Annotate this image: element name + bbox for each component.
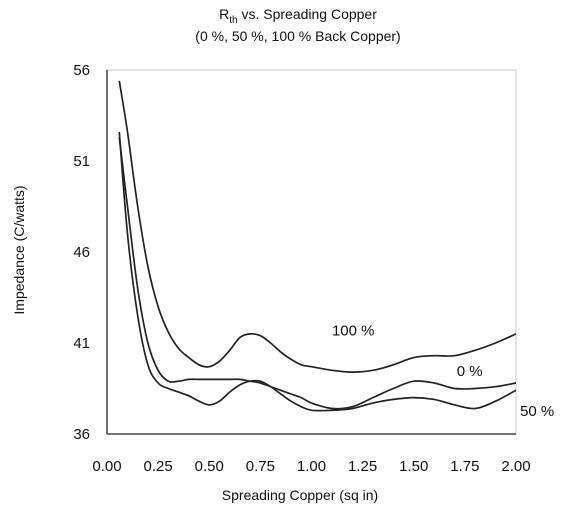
y-tick-label: 36 <box>73 426 90 443</box>
y-axis-label: Impedance (C/watts) <box>11 185 27 314</box>
series-line-50-pct <box>118 131 517 412</box>
y-tick-labels: 36 41 46 51 56 <box>73 62 90 443</box>
x-tick-label: 1.50 <box>399 458 428 475</box>
x-tick-labels: 0.00 0.25 0.50 0.75 1.00 1.25 1.50 1.75 2.00 <box>92 458 530 475</box>
x-tick-label: 0.25 <box>144 458 173 475</box>
x-tick-label: 1.00 <box>297 458 326 475</box>
x-tick-label: 0.50 <box>195 458 224 475</box>
series-label: 0 % <box>457 363 483 380</box>
series-lines <box>118 80 517 412</box>
series-label: 100 % <box>332 323 375 340</box>
y-tick-label: 56 <box>73 62 90 79</box>
plot-area <box>106 69 517 435</box>
x-tick-label: 1.75 <box>450 458 479 475</box>
y-tick-label: 41 <box>73 335 90 352</box>
series-line-0-pct <box>118 137 517 410</box>
x-axis-label: Spreading Copper (sq in) <box>222 487 378 503</box>
x-tick-label: 1.25 <box>348 458 377 475</box>
series-line-100-pct <box>118 80 517 373</box>
x-tick-label: 0.75 <box>246 458 275 475</box>
series-label: 50 % <box>520 403 554 420</box>
x-tick-label: 0.00 <box>92 458 121 475</box>
series-annotations: 100 % 0 % 50 % <box>332 323 554 420</box>
chart-title: Rth vs. Spreading Copper <box>219 6 377 26</box>
x-tick-label: 2.00 <box>501 458 530 475</box>
y-tick-label: 51 <box>73 153 90 170</box>
chart-subtitle: (0 %, 50 %, 100 % Back Copper) <box>195 28 400 44</box>
y-tick-label: 46 <box>73 244 90 261</box>
